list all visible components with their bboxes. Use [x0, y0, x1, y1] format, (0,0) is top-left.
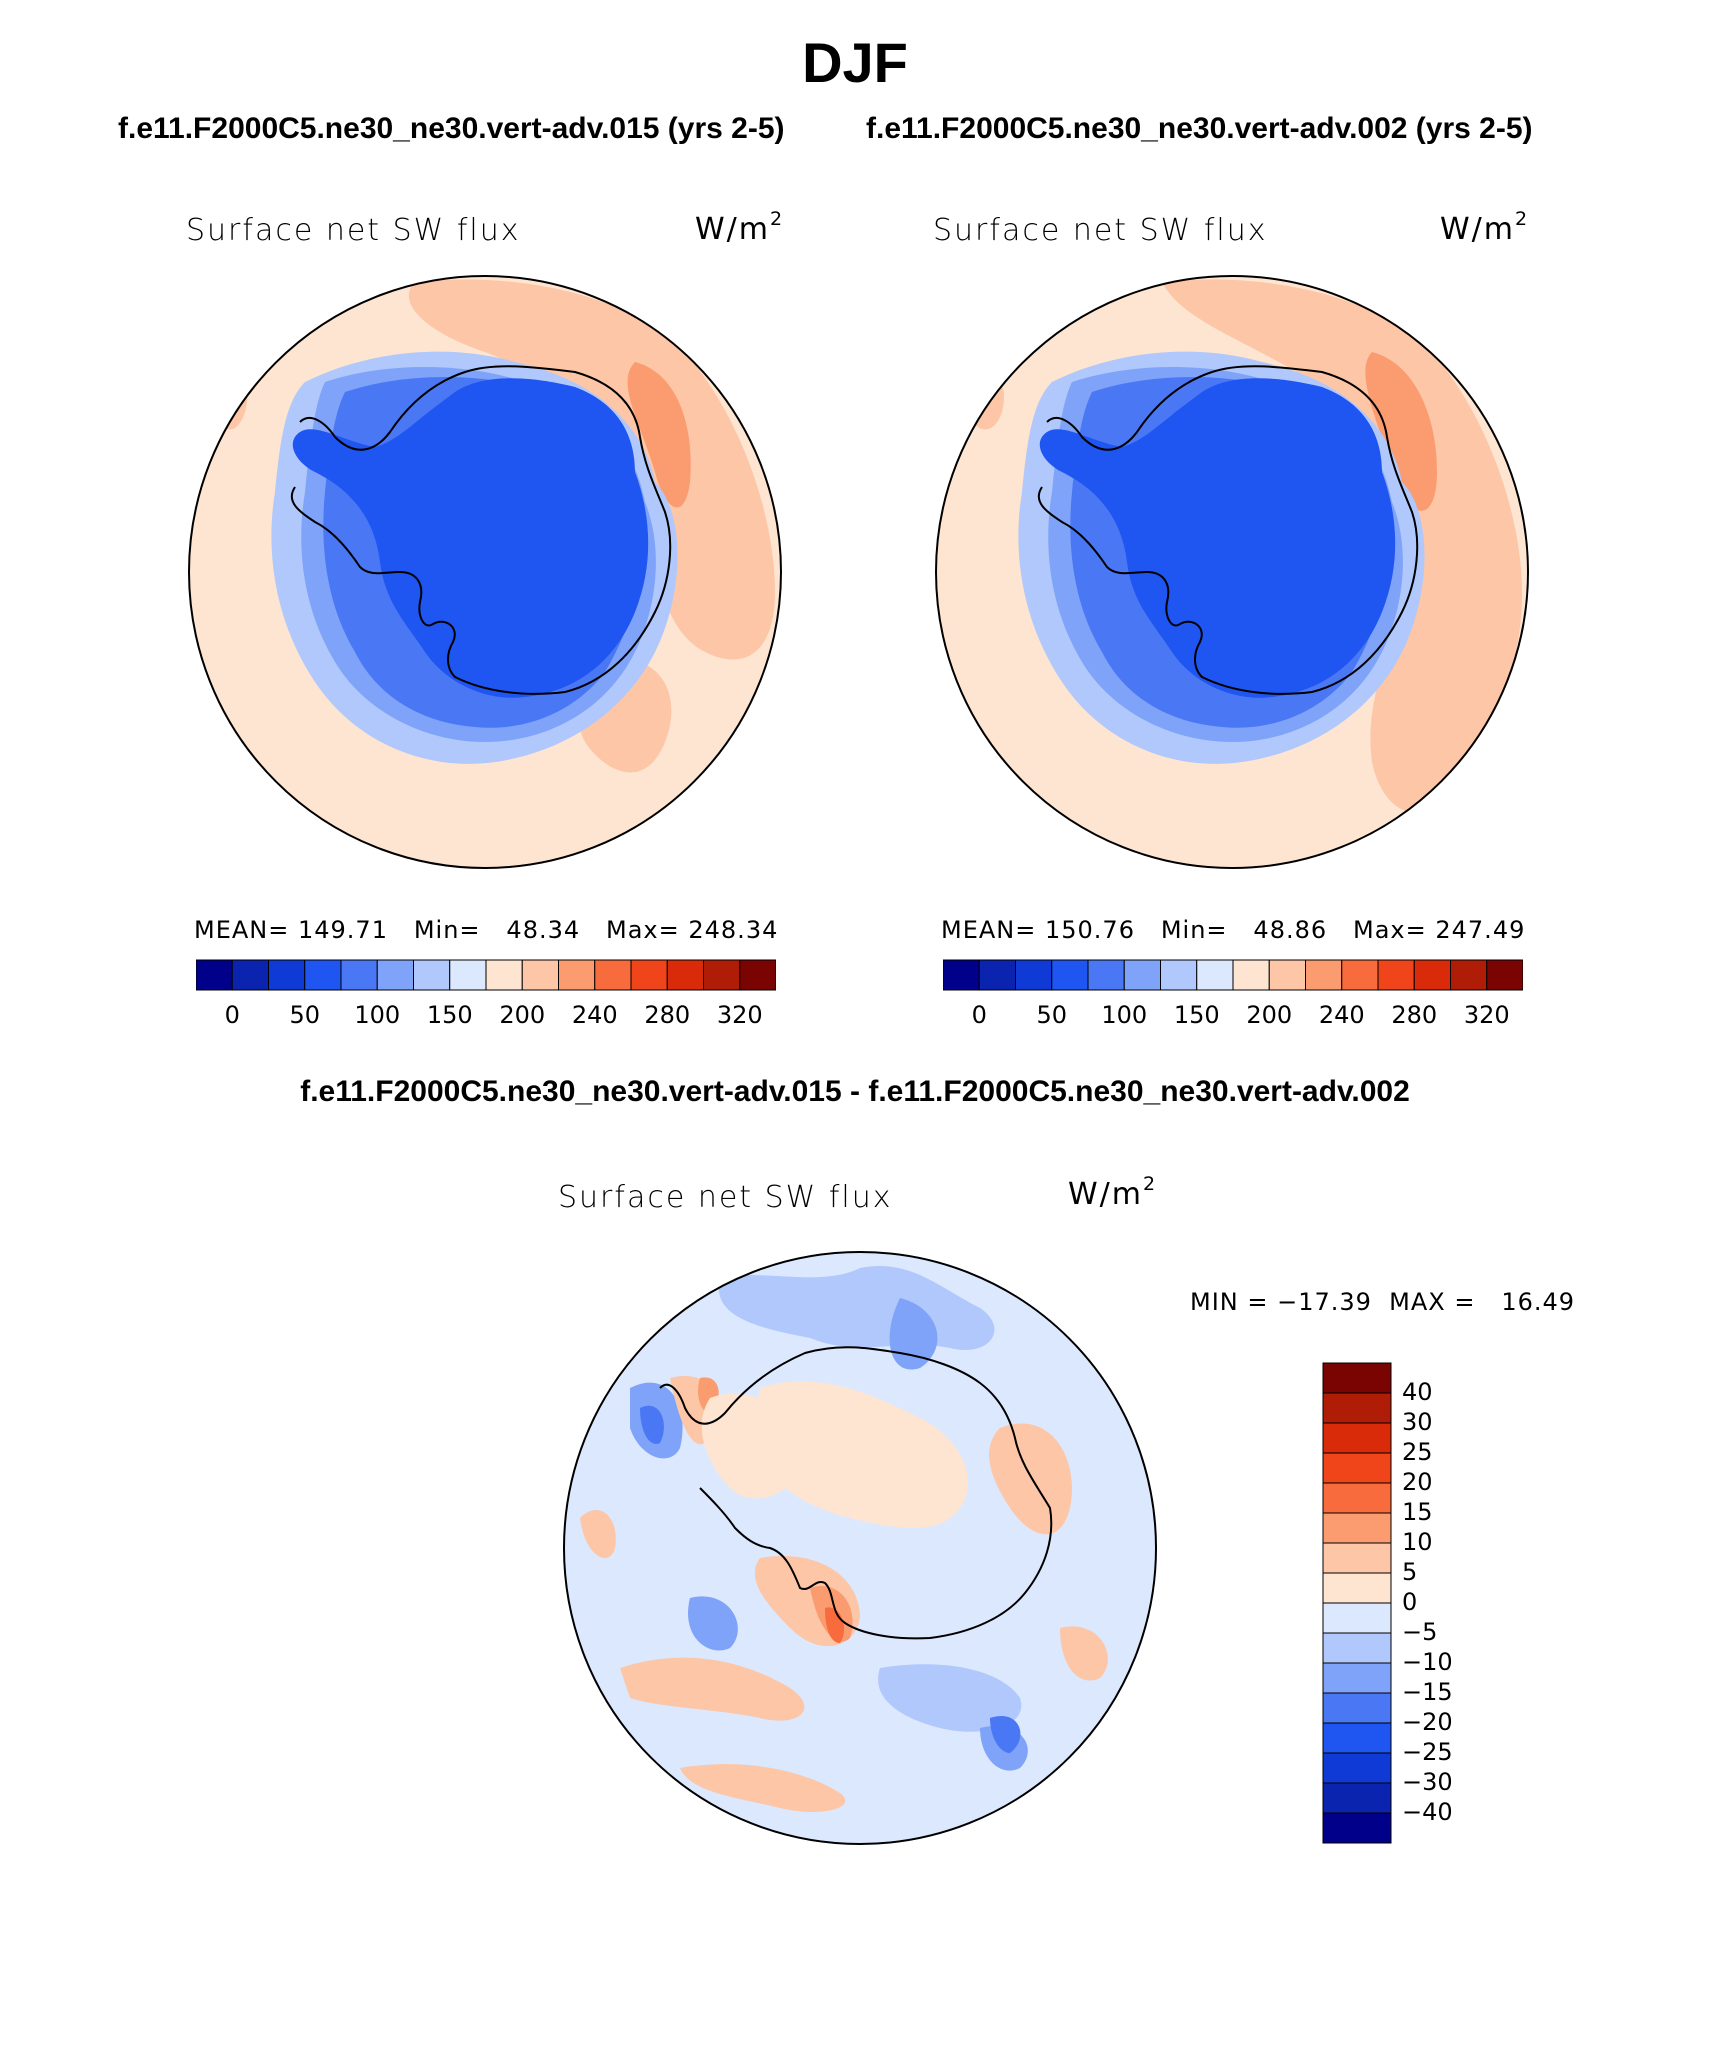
diff-colorbar-box — [1322, 1812, 1392, 1844]
panel-b-colorbar-tick-label: 0 — [971, 1001, 987, 1029]
panel-a-colorbar-tick-label: 150 — [426, 1001, 473, 1029]
panel-a-colorbar-box — [666, 959, 704, 991]
panel-a-colorbar-box — [268, 959, 306, 991]
panel-a-colorbar-tick-label: 240 — [571, 1001, 618, 1029]
panel-a-colorbar-box — [196, 959, 233, 991]
panel-a-colorbar-box — [449, 959, 487, 991]
panel-a-colorbar-box — [594, 959, 632, 991]
figure-title: DJF — [802, 31, 908, 94]
diff-colorbar-box — [1322, 1662, 1392, 1694]
panel-a-colorbar-tick-label: 320 — [716, 1001, 763, 1029]
diff-map — [563, 1251, 1157, 1845]
panel-b-colorbar-box — [1413, 959, 1451, 991]
panel-a-colorbar — [196, 959, 776, 991]
diff-colorbar-box — [1322, 1422, 1392, 1454]
panel-b-colorbar-box — [1268, 959, 1306, 991]
panel-b-colorbar-box — [1305, 959, 1343, 991]
panel-b-colorbar-box — [943, 959, 980, 991]
diff-units: W/m2 — [1068, 1173, 1158, 1212]
panel-a-units: W/m2 — [695, 208, 785, 247]
diff-colorbar-tick-label: −20 — [1402, 1708, 1453, 1736]
panel-b-colorbar-tick-label: 240 — [1318, 1001, 1365, 1029]
diff-title: f.e11.F2000C5.ne30_ne30.vert-adv.015 - f… — [300, 1075, 1410, 1108]
panel-a-colorbar-tick-label: 200 — [499, 1001, 546, 1029]
case-b-title: f.e11.F2000C5.ne30_ne30.vert-adv.002 (yr… — [866, 112, 1533, 145]
panel-a-label: Surface net SW flux — [186, 213, 521, 248]
panel-b-units: W/m2 — [1440, 208, 1530, 247]
panel-b-colorbar-box — [1160, 959, 1198, 991]
panel-a-colorbar-tick-label: 100 — [354, 1001, 401, 1029]
panel-b-label: Surface net SW flux — [933, 213, 1268, 248]
panel-a-colorbar-box — [413, 959, 451, 991]
diff-colorbar — [1322, 1362, 1392, 1844]
panel-b-colorbar-box — [1486, 959, 1523, 991]
panel-b-colorbar-box — [1015, 959, 1053, 991]
panel-b-stats: MEAN= 150.76 Min= 48.86 Max= 247.49 — [941, 916, 1526, 944]
diff-colorbar-tick-label: 10 — [1402, 1528, 1433, 1556]
diff-colorbar-box — [1322, 1452, 1392, 1484]
diff-colorbar-tick-label: −40 — [1402, 1798, 1453, 1826]
panel-a-colorbar-box — [630, 959, 668, 991]
panel-b-colorbar-tick-label: 100 — [1101, 1001, 1148, 1029]
diff-colorbar-tick-label: 5 — [1402, 1558, 1418, 1586]
panel-a-colorbar-box — [558, 959, 596, 991]
panel-b-colorbar-tick-label: 280 — [1391, 1001, 1438, 1029]
panel-a-colorbar-box — [703, 959, 741, 991]
panel-b-colorbar-box — [1377, 959, 1415, 991]
diff-label: Surface net SW flux — [558, 1180, 893, 1215]
diff-colorbar-tick-label: 25 — [1402, 1438, 1433, 1466]
diff-colorbar-tick-label: −15 — [1402, 1678, 1453, 1706]
case-a-title: f.e11.F2000C5.ne30_ne30.vert-adv.015 (yr… — [118, 112, 785, 145]
diff-colorbar-tick-label: 30 — [1402, 1408, 1433, 1436]
diff-colorbar-tick-label: 15 — [1402, 1498, 1433, 1526]
panel-b-colorbar-tick-label: 200 — [1246, 1001, 1293, 1029]
panel-a-colorbar-box — [739, 959, 776, 991]
diff-stats: MIN = −17.39 MAX = 16.49 — [1190, 1288, 1576, 1316]
diff-colorbar-box — [1322, 1482, 1392, 1514]
diff-colorbar-box — [1322, 1392, 1392, 1424]
diff-colorbar-tick-label: 40 — [1402, 1378, 1433, 1406]
panel-b-colorbar-box — [1341, 959, 1379, 991]
diff-colorbar-box — [1322, 1632, 1392, 1664]
diff-colorbar-box — [1322, 1722, 1392, 1754]
panel-b-colorbar-box — [1196, 959, 1234, 991]
diff-colorbar-box — [1322, 1692, 1392, 1724]
diff-colorbar-tick-label: 20 — [1402, 1468, 1433, 1496]
panel-b-colorbar-tick-label: 150 — [1173, 1001, 1220, 1029]
panel-a-colorbar-tick-label: 280 — [644, 1001, 691, 1029]
panel-b-colorbar-tick-label: 320 — [1463, 1001, 1510, 1029]
panel-a-colorbar-box — [521, 959, 559, 991]
panel-b-colorbar-box — [1232, 959, 1270, 991]
panel-b-colorbar-box — [1087, 959, 1125, 991]
panel-a-colorbar-box — [340, 959, 378, 991]
diff-colorbar-tick-label: 0 — [1402, 1588, 1418, 1616]
panel-a-colorbar-box — [231, 959, 269, 991]
diff-colorbar-box — [1322, 1602, 1392, 1634]
diff-colorbar-box — [1322, 1782, 1392, 1814]
diff-colorbar-box — [1322, 1542, 1392, 1574]
diff-colorbar-box — [1322, 1572, 1392, 1604]
diff-colorbar-box — [1322, 1362, 1392, 1394]
panel-b-map — [935, 275, 1529, 869]
panel-b-colorbar-box — [1051, 959, 1089, 991]
diff-colorbar-tick-label: −30 — [1402, 1768, 1453, 1796]
panel-b-colorbar — [943, 959, 1523, 991]
diff-colorbar-box — [1322, 1512, 1392, 1544]
panel-a-colorbar-tick-label: 0 — [224, 1001, 240, 1029]
diff-colorbar-tick-label: −10 — [1402, 1648, 1453, 1676]
panel-a-colorbar-box — [485, 959, 523, 991]
diff-colorbar-tick-label: −25 — [1402, 1738, 1453, 1766]
panel-a-colorbar-tick-label: 50 — [289, 1001, 321, 1029]
panel-a-stats: MEAN= 149.71 Min= 48.34 Max= 248.34 — [194, 916, 779, 944]
panel-a-map — [188, 275, 782, 869]
diff-colorbar-box — [1322, 1752, 1392, 1784]
diff-colorbar-tick-label: −5 — [1402, 1618, 1438, 1646]
panel-a-colorbar-box — [376, 959, 414, 991]
panel-b-colorbar-box — [1450, 959, 1488, 991]
panel-b-colorbar-box — [978, 959, 1016, 991]
panel-b-colorbar-tick-label: 50 — [1036, 1001, 1068, 1029]
panel-a-colorbar-box — [304, 959, 342, 991]
panel-b-colorbar-box — [1123, 959, 1161, 991]
